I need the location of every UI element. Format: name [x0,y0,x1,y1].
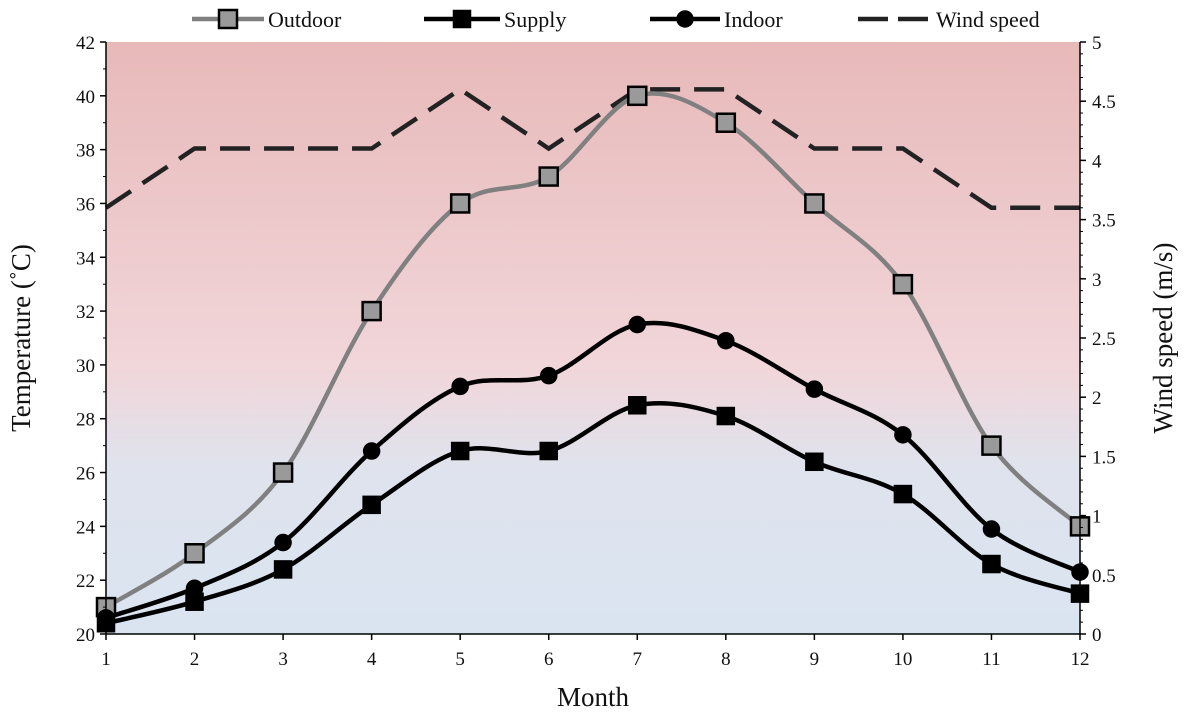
outdoor-point-2 [184,543,205,564]
outdoor-point-8 [715,112,737,133]
y-left-tick-label-30: 30 [76,356,95,377]
y-axis-title-right: Wind speed (m/s) [1148,243,1178,434]
supply-point-6 [539,441,558,461]
indoor-point-7 [628,315,647,334]
outdoor-point-11 [981,435,1002,456]
outdoor-point-6 [538,166,559,187]
y-right-tick-label-1.5: 1.5 [1092,447,1116,468]
legend: Outdoor Supply Indoor Wind speed [192,7,1040,32]
indoor-point-5 [451,377,469,396]
series-wind-speed [104,86,1080,211]
y-right-tick-label-0.5: 0.5 [1092,566,1116,587]
legend-label-outdoor: Outdoor [268,7,342,32]
outdoor-point-10 [892,273,914,295]
y-right-tick-label-5: 5 [1092,33,1102,54]
y-right-tick-label-3: 3 [1092,270,1102,291]
y-left-tick-label-36: 36 [76,194,95,215]
x-tick-label-6: 6 [544,649,554,670]
indoor-point-4 [362,442,381,460]
y-right-tick-label-4.5: 4.5 [1092,92,1116,113]
supply-point-2 [185,592,204,611]
indoor-point-9 [805,380,824,398]
outdoor-point-7 [627,85,648,107]
indoor-point-11 [982,520,1001,538]
plot-background [106,42,1080,634]
outdoor-point-5 [449,193,471,214]
x-tick-label-11: 11 [982,649,1000,670]
y-left-tick-label-34: 34 [76,248,96,269]
legend-item-supply: Supply [424,7,566,32]
x-tick-label-5: 5 [455,649,465,670]
y-left-tick-label-20: 20 [76,625,95,646]
supply-point-7 [628,396,647,415]
legend-label-indoor: Indoor [724,7,783,32]
legend-marker-indoor [676,10,694,28]
series-layer [95,85,1091,633]
legend-marker-supply [452,9,472,29]
series-wind-speed-line [104,86,1080,211]
y-left-tick-label-28: 28 [76,410,95,431]
legend-item-wind-speed: Wind speed [858,7,1040,32]
x-tick-label-2: 2 [190,649,200,670]
supply-point-11 [982,554,1001,574]
y-right-tick-label-0: 0 [1092,625,1102,646]
x-tick-label-9: 9 [810,649,820,670]
y-left-tick-label-24: 24 [76,517,96,538]
indoor-point-6 [539,366,558,385]
y-right-tick-label-2: 2 [1092,388,1102,409]
legend-item-indoor: Indoor [650,7,783,32]
y-left-tick-label-26: 26 [76,464,95,485]
y-right-tick-label-1: 1 [1092,507,1102,528]
supply-point-10 [893,484,913,504]
x-axis-title: Month [557,682,630,712]
y-left-tick-label-22: 22 [76,571,95,592]
axes-layer: 20222426283032343638404200.511.522.533.5… [76,33,1116,670]
outdoor-point-3 [272,462,294,483]
legend-label-wind-speed: Wind speed [936,7,1040,32]
outdoor-point-9 [804,193,825,214]
y-right-tick-label-2.5: 2.5 [1092,329,1116,350]
legend-label-supply: Supply [504,7,566,32]
legend-marker-outdoor [217,8,239,30]
y-right-tick-label-3.5: 3.5 [1092,211,1116,232]
x-tick-label-1: 1 [101,649,111,670]
series-supply [96,396,1090,633]
legend-item-outdoor: Outdoor [192,7,342,32]
y-left-tick-label-40: 40 [76,87,95,108]
supply-point-4 [362,495,381,515]
y-axis-title-left: Temperature (˚C) [6,244,36,432]
y-left-tick-label-38: 38 [76,141,95,162]
supply-point-8 [716,406,736,426]
x-tick-label-7: 7 [633,649,643,670]
x-tick-label-3: 3 [278,649,288,670]
supply-point-3 [273,560,293,579]
supply-point-9 [805,452,824,472]
indoor-point-8 [717,331,735,350]
indoor-point-10 [894,426,912,444]
indoor-point-3 [274,533,292,552]
outdoor-point-4 [361,300,382,322]
y-right-tick-label-4: 4 [1092,151,1102,172]
y-left-tick-label-42: 42 [76,33,95,54]
series-indoor [97,315,1089,627]
x-tick-label-10: 10 [893,649,912,670]
x-tick-label-8: 8 [721,649,731,670]
supply-point-5 [450,441,470,461]
y-left-tick-label-32: 32 [76,302,95,323]
x-tick-label-12: 12 [1071,649,1090,670]
x-tick-label-4: 4 [367,649,377,670]
